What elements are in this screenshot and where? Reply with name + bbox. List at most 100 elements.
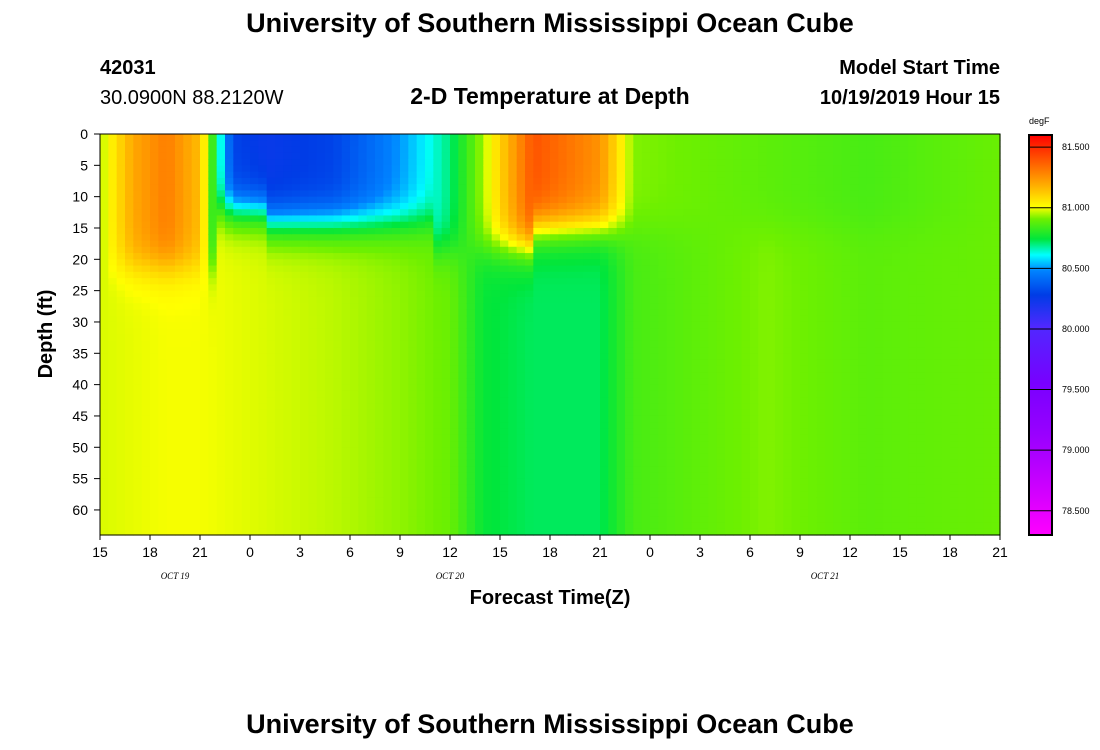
heatmap-cell	[600, 365, 609, 373]
heatmap-cell	[150, 165, 159, 173]
heatmap-cell	[608, 278, 618, 285]
heatmap-cell	[666, 390, 676, 398]
heatmap-cell	[141, 441, 151, 448]
heatmap-cell	[558, 303, 568, 311]
heatmap-cell	[383, 459, 393, 467]
heatmap-cell	[475, 190, 484, 198]
heatmap-cell	[350, 353, 359, 361]
heatmap-cell	[316, 227, 326, 235]
heatmap-cell	[450, 353, 459, 361]
heatmap-cell	[283, 159, 293, 166]
heatmap-cell	[675, 177, 684, 185]
heatmap-cell	[200, 415, 209, 423]
heatmap-cell	[150, 221, 159, 229]
heatmap-cell	[625, 516, 634, 524]
heatmap-cell	[608, 140, 618, 148]
heatmap-cell	[258, 353, 268, 361]
heatmap-cell	[675, 215, 684, 223]
heatmap-cell	[641, 491, 651, 499]
heatmap-cell	[166, 315, 176, 323]
heatmap-cell	[550, 434, 559, 442]
heatmap-cell	[575, 240, 584, 248]
heatmap-cell	[425, 209, 434, 217]
heatmap-cell	[350, 265, 359, 273]
heatmap-cell	[691, 296, 701, 304]
heatmap-cell	[283, 265, 293, 273]
heatmap-cell	[391, 202, 401, 210]
heatmap-cell	[100, 221, 109, 229]
heatmap-cell	[416, 403, 426, 411]
heatmap-cell	[558, 184, 568, 191]
heatmap-cell	[116, 209, 126, 217]
heatmap-cell	[650, 246, 659, 254]
heatmap-cell	[225, 315, 234, 323]
heatmap-cell	[425, 259, 434, 267]
heatmap-cell	[591, 390, 601, 398]
heatmap-cell	[408, 234, 418, 242]
heatmap-cell	[416, 422, 426, 430]
heatmap-cell	[558, 190, 568, 198]
heatmap-cell	[233, 409, 243, 417]
heatmap-cell	[650, 415, 659, 423]
heatmap-cell	[233, 290, 243, 298]
heatmap-cell	[516, 528, 526, 536]
heatmap-cell	[675, 209, 684, 217]
heatmap-cell	[725, 415, 734, 423]
heatmap-cell	[658, 240, 668, 248]
heatmap-cell	[275, 409, 284, 417]
heatmap-cell	[300, 253, 309, 260]
heatmap-cell	[258, 165, 268, 173]
heatmap-cell	[325, 422, 334, 430]
heatmap-cell	[225, 240, 234, 248]
heatmap-cell	[458, 434, 468, 442]
heatmap-cell	[333, 503, 343, 511]
heatmap-cell	[458, 403, 468, 411]
heatmap-cell	[516, 159, 526, 166]
heatmap-cell	[466, 472, 476, 480]
heatmap-cell	[358, 265, 368, 273]
heatmap-cell	[616, 159, 626, 166]
heatmap-cell	[650, 134, 659, 141]
heatmap-cell	[191, 271, 201, 279]
heatmap-cell	[475, 434, 484, 442]
heatmap-cell	[600, 334, 609, 342]
heatmap-cell	[466, 253, 476, 260]
heatmap-cell	[625, 422, 634, 430]
heatmap-cell	[666, 478, 676, 486]
heatmap-cell	[616, 140, 626, 148]
heatmap-cell	[525, 215, 534, 223]
heatmap-cell	[358, 159, 368, 166]
heatmap-cell	[583, 196, 593, 204]
heatmap-cell	[108, 397, 118, 405]
heatmap-cell	[425, 171, 434, 179]
heatmap-cell	[325, 415, 334, 423]
heatmap-cell	[266, 215, 276, 223]
heatmap-cell	[575, 246, 584, 254]
heatmap-cell	[341, 315, 351, 323]
heatmap-cell	[550, 202, 559, 210]
heatmap-cell	[616, 522, 626, 530]
heatmap-cell	[125, 296, 134, 304]
heatmap-cell	[691, 159, 701, 166]
heatmap-cell	[716, 390, 726, 398]
heatmap-cell	[650, 422, 659, 430]
heatmap-cell	[625, 365, 634, 373]
heatmap-cell	[350, 415, 359, 423]
heatmap-cell	[183, 472, 193, 480]
heatmap-cell	[391, 309, 401, 317]
heatmap-cell	[600, 227, 609, 235]
heatmap-cell	[166, 190, 176, 198]
heatmap-cell	[216, 140, 226, 148]
heatmap-cell	[241, 246, 251, 254]
heatmap-cell	[700, 290, 709, 298]
heatmap-cell	[683, 321, 693, 329]
heatmap-cell	[416, 478, 426, 486]
heatmap-cell	[125, 184, 134, 191]
heatmap-cell	[375, 340, 384, 348]
heatmap-cell	[508, 372, 518, 379]
heatmap-cell	[483, 453, 493, 461]
heatmap-cell	[308, 146, 318, 154]
heatmap-cell	[241, 472, 251, 480]
heatmap-cell	[208, 278, 218, 285]
heatmap-cell	[441, 522, 451, 530]
